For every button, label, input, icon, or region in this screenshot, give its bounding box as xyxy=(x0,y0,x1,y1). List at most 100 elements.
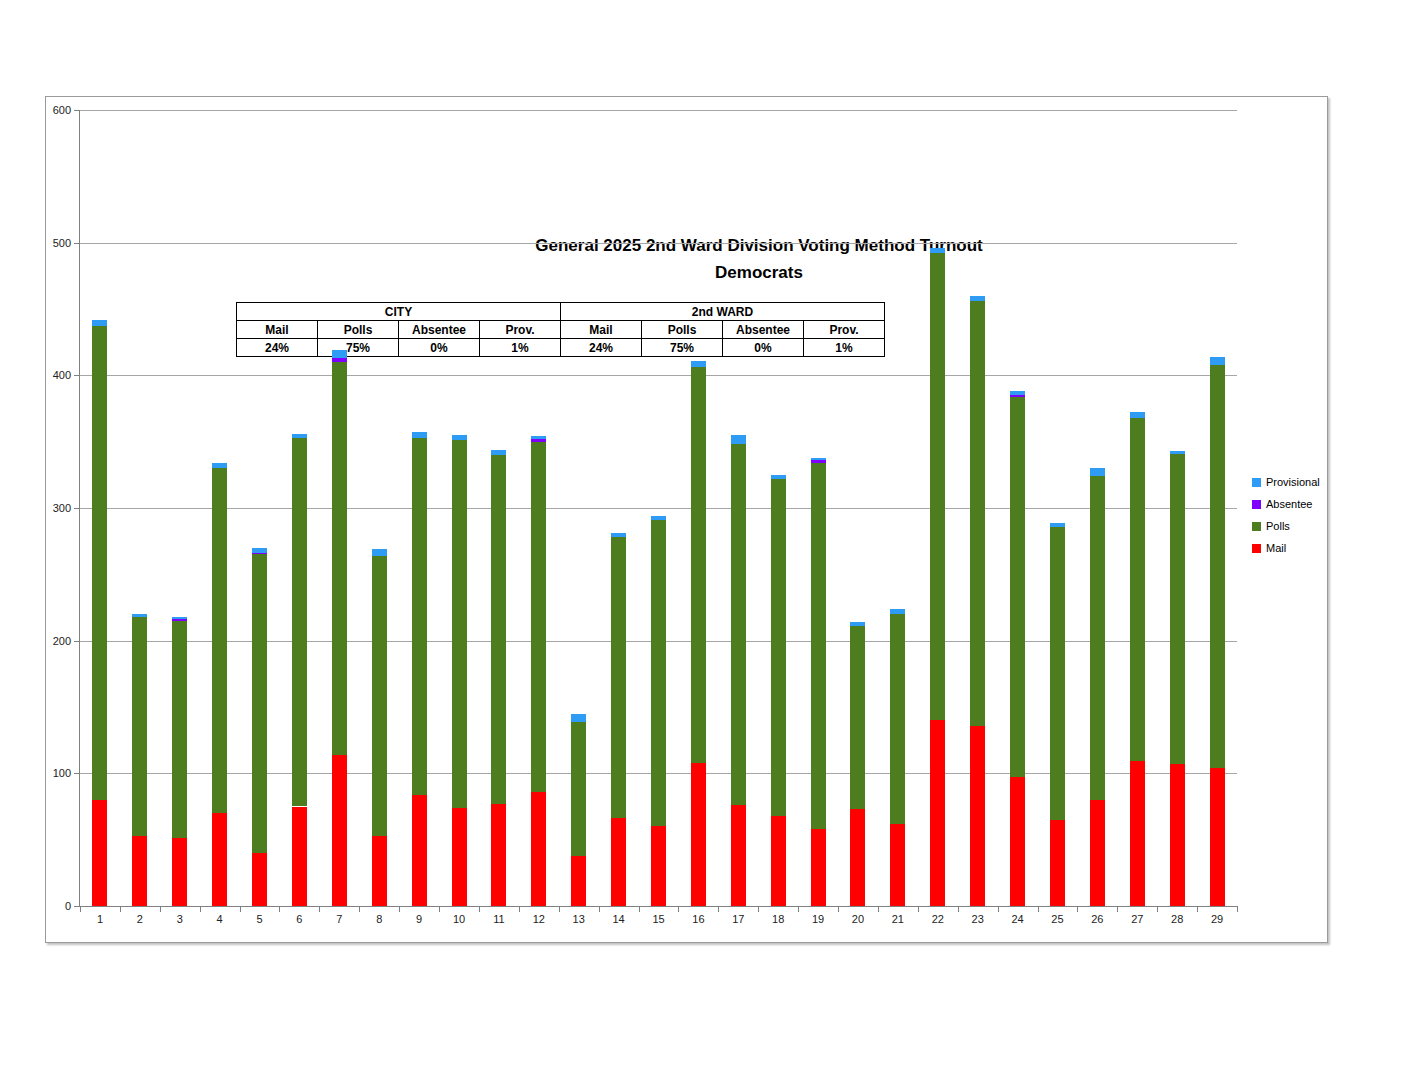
x-tick xyxy=(80,907,81,912)
legend-item-mail: Mail xyxy=(1252,543,1320,553)
bar-22-provisional-segment xyxy=(930,248,945,253)
provisional-swatch-icon xyxy=(1252,478,1261,487)
x-axis-label-4: 4 xyxy=(217,913,223,925)
x-tick xyxy=(1038,907,1039,912)
bar-21-polls-segment xyxy=(890,614,905,824)
x-tick xyxy=(120,907,121,912)
mail-swatch-icon xyxy=(1252,544,1261,553)
x-tick xyxy=(918,907,919,912)
legend-label: Mail xyxy=(1266,542,1286,554)
bar-6-provisional-segment xyxy=(292,434,307,438)
bar-6-mail-segment xyxy=(292,807,307,907)
bar-14-polls-segment xyxy=(611,537,626,818)
bar-9-provisional-segment xyxy=(412,432,427,437)
bar-16-provisional-segment xyxy=(691,361,706,368)
x-tick xyxy=(319,907,320,912)
x-tick xyxy=(1077,907,1078,912)
x-tick xyxy=(240,907,241,912)
y-tick xyxy=(74,110,79,111)
x-axis-label-18: 18 xyxy=(772,913,784,925)
bar-23-provisional-segment xyxy=(970,296,985,301)
bar-29-polls-segment xyxy=(1210,365,1225,768)
bar-6-polls-segment xyxy=(292,438,307,807)
bar-4-polls-segment xyxy=(212,468,227,813)
x-axis-label-20: 20 xyxy=(852,913,864,925)
bar-28-mail-segment xyxy=(1170,764,1185,906)
bar-16-polls-segment xyxy=(691,367,706,762)
x-axis-label-3: 3 xyxy=(177,913,183,925)
bar-17-provisional-segment xyxy=(731,435,746,444)
x-tick xyxy=(1157,907,1158,912)
bar-28-polls-segment xyxy=(1170,454,1185,764)
y-axis-label: 200 xyxy=(53,635,71,647)
bar-3-mail-segment xyxy=(172,838,187,906)
y-axis-label: 300 xyxy=(53,502,71,514)
x-tick xyxy=(798,907,799,912)
bar-2-mail-segment xyxy=(132,836,147,906)
bar-16-mail-segment xyxy=(691,763,706,906)
x-axis-label-11: 11 xyxy=(493,913,504,925)
legend-item-polls: Polls xyxy=(1252,521,1320,531)
x-axis-label-26: 26 xyxy=(1091,913,1103,925)
x-axis-label-8: 8 xyxy=(376,913,382,925)
bar-1-polls-segment xyxy=(92,326,107,800)
bar-14-mail-segment xyxy=(611,818,626,906)
bar-22-polls-segment xyxy=(930,253,945,720)
x-axis-label-1: 1 xyxy=(97,913,103,925)
y-tick xyxy=(74,906,79,907)
x-tick xyxy=(599,907,600,912)
bar-10-provisional-segment xyxy=(452,435,467,440)
x-axis-label-15: 15 xyxy=(652,913,664,925)
y-axis-label: 0 xyxy=(65,900,71,912)
x-tick xyxy=(878,907,879,912)
x-axis-label-2: 2 xyxy=(137,913,143,925)
legend-item-provisional: Provisional xyxy=(1252,477,1320,487)
x-axis-label-6: 6 xyxy=(296,913,302,925)
plot-area: 0100200300400500600123456789101112131415… xyxy=(80,110,1237,906)
bar-9-polls-segment xyxy=(412,438,427,795)
bar-11-polls-segment xyxy=(491,455,506,804)
bar-11-mail-segment xyxy=(491,804,506,906)
bar-12-mail-segment xyxy=(531,792,546,906)
bar-27-provisional-segment xyxy=(1130,412,1145,417)
bar-14-provisional-segment xyxy=(611,533,626,537)
bar-18-mail-segment xyxy=(771,816,786,906)
legend-label: Absentee xyxy=(1266,498,1312,510)
x-tick xyxy=(439,907,440,912)
bar-12-provisional-segment xyxy=(531,436,546,439)
gridline-500 xyxy=(80,243,1237,244)
y-axis-label: 600 xyxy=(53,104,71,116)
x-axis-label-17: 17 xyxy=(732,913,744,925)
legend-label: Polls xyxy=(1266,520,1290,532)
bar-15-mail-segment xyxy=(651,826,666,906)
bar-18-polls-segment xyxy=(771,479,786,816)
y-tick xyxy=(74,508,79,509)
gridline-300 xyxy=(80,508,1237,509)
bar-20-provisional-segment xyxy=(850,622,865,626)
x-axis-label-9: 9 xyxy=(416,913,422,925)
bar-27-polls-segment xyxy=(1130,418,1145,762)
bar-8-mail-segment xyxy=(372,836,387,906)
x-tick xyxy=(998,907,999,912)
x-axis-label-7: 7 xyxy=(336,913,342,925)
absentee-swatch-icon xyxy=(1252,500,1261,509)
x-tick xyxy=(678,907,679,912)
bar-7-provisional-segment xyxy=(332,350,347,358)
x-tick xyxy=(838,907,839,912)
x-tick xyxy=(160,907,161,912)
bar-24-polls-segment xyxy=(1010,397,1025,778)
x-axis-label-5: 5 xyxy=(256,913,262,925)
x-axis-label-10: 10 xyxy=(453,913,465,925)
x-axis-label-22: 22 xyxy=(932,913,944,925)
bar-24-mail-segment xyxy=(1010,777,1025,906)
x-tick xyxy=(399,907,400,912)
bar-13-polls-segment xyxy=(571,722,586,856)
bar-13-provisional-segment xyxy=(571,714,586,722)
x-axis-label-27: 27 xyxy=(1131,913,1143,925)
x-axis-label-16: 16 xyxy=(692,913,704,925)
x-axis-label-24: 24 xyxy=(1011,913,1023,925)
bar-10-mail-segment xyxy=(452,808,467,906)
bar-19-mail-segment xyxy=(811,829,826,906)
x-tick xyxy=(1197,907,1198,912)
x-axis-label-19: 19 xyxy=(812,913,824,925)
